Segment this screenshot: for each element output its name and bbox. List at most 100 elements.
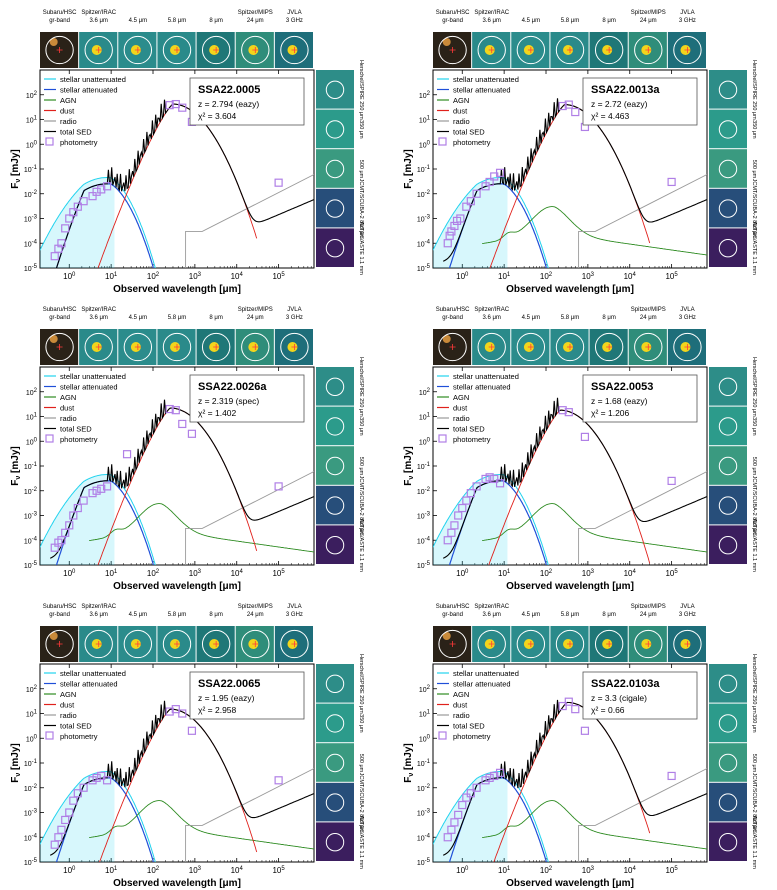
side-cutout-aperture (718, 238, 738, 258)
side-cutout-image (316, 188, 354, 228)
photometry-point (171, 406, 180, 415)
cutout-band-label: 8 μm (209, 315, 222, 321)
side-cutout-aperture (718, 535, 738, 555)
side-cutout-aperture (718, 377, 738, 397)
cutout-aperture-circle (241, 332, 270, 362)
cutout-instrument-label: Spitzer/MIPS (631, 604, 666, 610)
photometry-point (564, 100, 573, 109)
side-cutout-aperture (325, 753, 345, 773)
stellar-unattenuated-curve (40, 474, 156, 565)
photometry-point (495, 168, 505, 177)
cutout-band-label: 3.6 μm (89, 18, 107, 24)
photometry-point (490, 474, 499, 484)
photometry-point (92, 187, 101, 196)
photometry-point (571, 107, 580, 117)
side-cutout-image (709, 743, 747, 782)
chi2-label: χ² = 3.604 (198, 111, 237, 121)
cutout-band-label: 3 GHz (679, 18, 696, 24)
y-axis-label: Fν [mJy] (10, 743, 22, 782)
side-cutout-image (709, 149, 747, 188)
side-cutout-label: 350 μm (358, 714, 364, 733)
side-cutout-label: 500 μm (751, 754, 757, 773)
cutout-instrument-label: Subaru/HSC (436, 10, 470, 16)
x-tick-label: 103 (582, 866, 595, 875)
cutout-aperture-circle (594, 35, 624, 65)
cutout-band-label: 8 μm (209, 18, 222, 24)
chi2-label: χ² = 1.206 (591, 408, 630, 418)
y-tick-label: 10-4 (417, 833, 431, 842)
cutout-aperture-circle (438, 629, 467, 659)
side-cutout-label: Herschel/SPIRE 250 μm (751, 60, 757, 120)
cutout-band-label: 8 μm (602, 18, 615, 24)
y-tick-label: 10-3 (417, 512, 431, 521)
legend-label: dust (60, 701, 75, 710)
x-tick-label: 101 (498, 569, 511, 578)
photometry-point (495, 768, 505, 777)
cutout-aperture-circle (201, 35, 231, 65)
legend-label: radio (60, 414, 77, 423)
side-cutout-label: JCMT/SCUBA-2 850 μm (751, 179, 757, 239)
cutout-band-label: 5.8 μm (561, 315, 579, 321)
source-name: SSA22.0103a (591, 678, 660, 690)
y-tick-label: 101 (26, 710, 38, 719)
cutout-band-label: 3.6 μm (89, 612, 107, 618)
side-cutout-aperture (325, 496, 345, 515)
legend-label: total SED (453, 722, 485, 731)
x-tick-label: 104 (624, 569, 637, 578)
side-cutout-aperture (718, 159, 738, 179)
cutout-instrument-label: Spitzer/IRAC (474, 307, 509, 313)
sed-panel-3: Subaru/HSC gr-band Spitzer/IRAC 3.6 μm 4.5 μ… (4, 303, 382, 593)
x-tick-label: 103 (189, 272, 202, 281)
cutout-aperture-circle (634, 629, 663, 659)
legend-label: dust (60, 404, 75, 413)
cutout-crosshair (606, 641, 613, 647)
photometry-point (178, 103, 187, 112)
photometry-point (667, 771, 676, 781)
photometry-point (73, 202, 82, 211)
photometry-point (466, 489, 475, 498)
cutout-aperture-circle (45, 332, 74, 362)
side-cutout-image (709, 446, 747, 485)
x-axis-label: Observed wavelength [μm] (506, 878, 634, 889)
cutout-aperture-circle (516, 629, 546, 659)
legend-label: AGN (453, 393, 469, 402)
photometry-point (558, 406, 567, 415)
photometry-point (97, 484, 106, 493)
cutout-aperture-circle (438, 332, 467, 362)
legend-label: stellar attenuated (453, 86, 511, 95)
side-cutout-label: 350 μm (751, 714, 757, 733)
chi2-label: χ² = 0.66 (591, 705, 625, 715)
photometry-point (667, 476, 676, 486)
side-cutout-aperture (718, 714, 738, 733)
sed-panel-svg: Subaru/HSC gr-band Spitzer/IRAC 3.6 μm 4.5 μ… (403, 10, 757, 295)
cutout-crosshair (56, 641, 63, 647)
side-cutout-aperture (718, 199, 738, 218)
legend-label: total SED (60, 425, 92, 434)
cutout-aperture-circle (634, 35, 663, 65)
y-tick-label: 102 (26, 388, 38, 397)
cutout-aperture-circle (555, 629, 585, 659)
cutout-aperture-circle (594, 332, 624, 362)
side-cutout-label: AzTEC/ASTE 1.1 mm (751, 222, 757, 276)
y-tick-label: 10-3 (24, 809, 38, 818)
x-tick-label: 102 (540, 866, 553, 875)
side-cutout-label: JCMT/SCUBA-2 850 μm (358, 476, 364, 536)
side-cutout-label: Herschel/SPIRE 250 μm (751, 357, 757, 417)
legend-label: dust (453, 701, 468, 710)
photometry-point (564, 408, 573, 417)
info-box (189, 671, 305, 720)
cutout-aperture-circle (123, 332, 153, 362)
source-name: SSA22.0053 (591, 381, 653, 393)
stellar-unattenuated-curve (40, 177, 156, 268)
cutout-aperture-circle (280, 332, 309, 362)
legend-label: AGN (453, 690, 469, 699)
legend-label: stellar attenuated (453, 383, 511, 392)
legend-label: radio (453, 414, 470, 423)
side-cutout-label: AzTEC/ASTE 1.1 mm (751, 519, 757, 573)
stellar-unattenuated-fill (40, 771, 115, 862)
cutout-instrument-label: Spitzer/MIPS (238, 604, 273, 610)
cutout-crosshair (213, 47, 220, 53)
cutout-band-label: 24 μm (640, 315, 657, 321)
x-tick-label: 103 (582, 272, 595, 281)
cutout-crosshair (567, 641, 573, 647)
